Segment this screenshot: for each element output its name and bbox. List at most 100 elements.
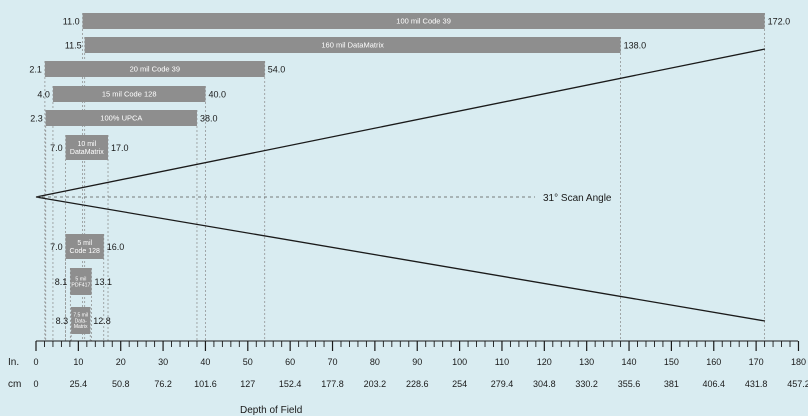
scan-cone-lower-edge xyxy=(35,196,766,322)
bar-label: 160 mil DataMatrix xyxy=(321,41,384,50)
inch-tick-label: 150 xyxy=(664,357,679,367)
inch-tick-label: 70 xyxy=(328,357,338,367)
cm-tick-label: 330.2 xyxy=(575,379,598,389)
inch-tick-label: 80 xyxy=(370,357,380,367)
bar-max-label: 38.0 xyxy=(200,114,218,124)
bar-label: Data- xyxy=(75,318,88,324)
bar-max-label: 172.0 xyxy=(768,17,791,27)
inch-tick-label: 20 xyxy=(116,357,126,367)
cm-tick-label: 355.6 xyxy=(618,379,641,389)
bar-label: 5 mil xyxy=(75,276,86,282)
bar-max-label: 13.1 xyxy=(94,277,112,287)
inch-tick-label: 180 xyxy=(791,357,806,367)
bar-label: 100 mil Code 39 xyxy=(396,17,451,26)
cm-tick-label: 228.6 xyxy=(406,379,429,389)
bar-min-label: 2.3 xyxy=(30,114,43,124)
inch-tick-label: 120 xyxy=(537,357,552,367)
bar-max-label: 17.0 xyxy=(111,143,129,153)
scan-cone: 31° Scan Angle xyxy=(35,48,766,322)
inch-tick-label: 160 xyxy=(706,357,721,367)
inch-tick-label: 140 xyxy=(622,357,637,367)
inch-tick-label: 60 xyxy=(285,357,295,367)
bar-min-label: 7.0 xyxy=(50,242,63,252)
bar-min-label: 8.3 xyxy=(56,316,69,326)
cm-tick-labels: 0 25.4 50.8 76.2 101.6 127 152.4 177.8 203.2 228.… xyxy=(33,379,808,389)
cm-tick-label: 152.4 xyxy=(279,379,302,389)
range-bars: 100 mil Code 39 11.0 172.0 160 mil DataMatr… xyxy=(29,13,790,334)
bar-rect xyxy=(84,37,621,53)
bar-label: DataMatrix xyxy=(70,149,104,156)
cm-tick-label: 431.8 xyxy=(745,379,768,389)
inch-tick-label: 30 xyxy=(158,357,168,367)
cm-tick-label: 254 xyxy=(452,379,467,389)
inch-tick-label: 170 xyxy=(749,357,764,367)
dashed-guide-lines xyxy=(44,13,765,341)
bar-max-label: 138.0 xyxy=(624,41,647,51)
cm-tick-label: 127 xyxy=(240,379,255,389)
bar-160-mil-datamatrix: 160 mil DataMatrix 11.5 138.0 xyxy=(65,37,646,53)
bar-max-label: 12.8 xyxy=(93,316,111,326)
cm-tick-label: 457.2 xyxy=(787,379,808,389)
bar-rect xyxy=(65,135,109,160)
cm-tick-label: 101.6 xyxy=(194,379,217,389)
cm-tick-label: 406.4 xyxy=(702,379,725,389)
inch-tick-label: 40 xyxy=(200,357,210,367)
cm-tick-label: 279.4 xyxy=(491,379,514,389)
bar-min-label: 2.1 xyxy=(29,65,42,75)
axis-title: Depth of Field xyxy=(240,405,302,416)
inch-tick-label: 110 xyxy=(495,357,509,367)
cm-tick-label: 0 xyxy=(33,379,38,389)
inch-tick-label: 0 xyxy=(33,357,38,367)
bar-100-mil-code-39: 100 mil Code 39 11.0 172.0 xyxy=(63,13,790,29)
inch-tick-label: 50 xyxy=(243,357,253,367)
cm-tick-label: 304.8 xyxy=(533,379,556,389)
bar-rect xyxy=(52,86,206,102)
bar-20-mil-code-39: 20 mil Code 39 2.1 54.0 xyxy=(29,61,285,77)
bar-min-label: 7.0 xyxy=(50,143,63,153)
inch-tick-labels: 0 10 20 30 40 50 60 70 80 90 100 110 120 130 140 150 160… xyxy=(33,357,806,367)
bar-15-mil-code-128: 15 mil Code 128 4.0 40.0 xyxy=(37,86,226,102)
inch-tick-label: 90 xyxy=(412,357,422,367)
scan-cone-upper-edge xyxy=(35,48,766,198)
bar-max-label: 54.0 xyxy=(268,65,286,75)
bar-label: 10 mil xyxy=(77,141,96,148)
cm-tick-label: 50.8 xyxy=(112,379,130,389)
cm-tick-label: 76.2 xyxy=(154,379,172,389)
bar-rect xyxy=(44,61,265,77)
bar-label: 100% UPCA xyxy=(100,114,142,123)
bar-100-upca: 100% UPCA 2.3 38.0 xyxy=(30,110,217,126)
cm-unit-label: cm xyxy=(8,379,21,390)
bar-rect xyxy=(65,234,104,259)
bar-label: 7.5 mil xyxy=(73,313,88,319)
bar-min-label: 11.0 xyxy=(63,17,80,27)
bar-label: 15 mil Code 128 xyxy=(102,90,157,99)
bar-label: PDF417 xyxy=(71,282,90,288)
cm-tick-label: 177.8 xyxy=(321,379,344,389)
bar-rect xyxy=(70,268,92,295)
bar-label: 20 mil Code 39 xyxy=(130,65,180,74)
inch-tick-label: 130 xyxy=(579,357,594,367)
bar-rect xyxy=(82,13,765,29)
bar-min-label: 8.1 xyxy=(55,277,68,287)
bar-rect xyxy=(71,307,91,334)
ruler-ticks xyxy=(35,341,800,351)
bar-max-label: 40.0 xyxy=(208,90,226,100)
cm-tick-label: 203.2 xyxy=(364,379,387,389)
depth-axis: In. cm 0 10 20 30 40 50 60 70 80 90 100 110 120 130 14… xyxy=(8,340,808,416)
bar-label: Matrix xyxy=(74,324,88,330)
bar-max-label: 16.0 xyxy=(107,242,125,252)
bar-label: Code 128 xyxy=(70,248,100,255)
inch-tick-label: 10 xyxy=(73,357,83,367)
bar-min-label: 4.0 xyxy=(37,90,50,100)
bar-label: 5 mil xyxy=(77,240,92,247)
inch-unit-label: In. xyxy=(8,357,19,368)
bar-min-label: 11.5 xyxy=(65,41,82,51)
scan-angle-label: 31° Scan Angle xyxy=(543,193,612,204)
inch-tick-label: 100 xyxy=(452,357,467,367)
cm-tick-label: 25.4 xyxy=(70,379,88,389)
